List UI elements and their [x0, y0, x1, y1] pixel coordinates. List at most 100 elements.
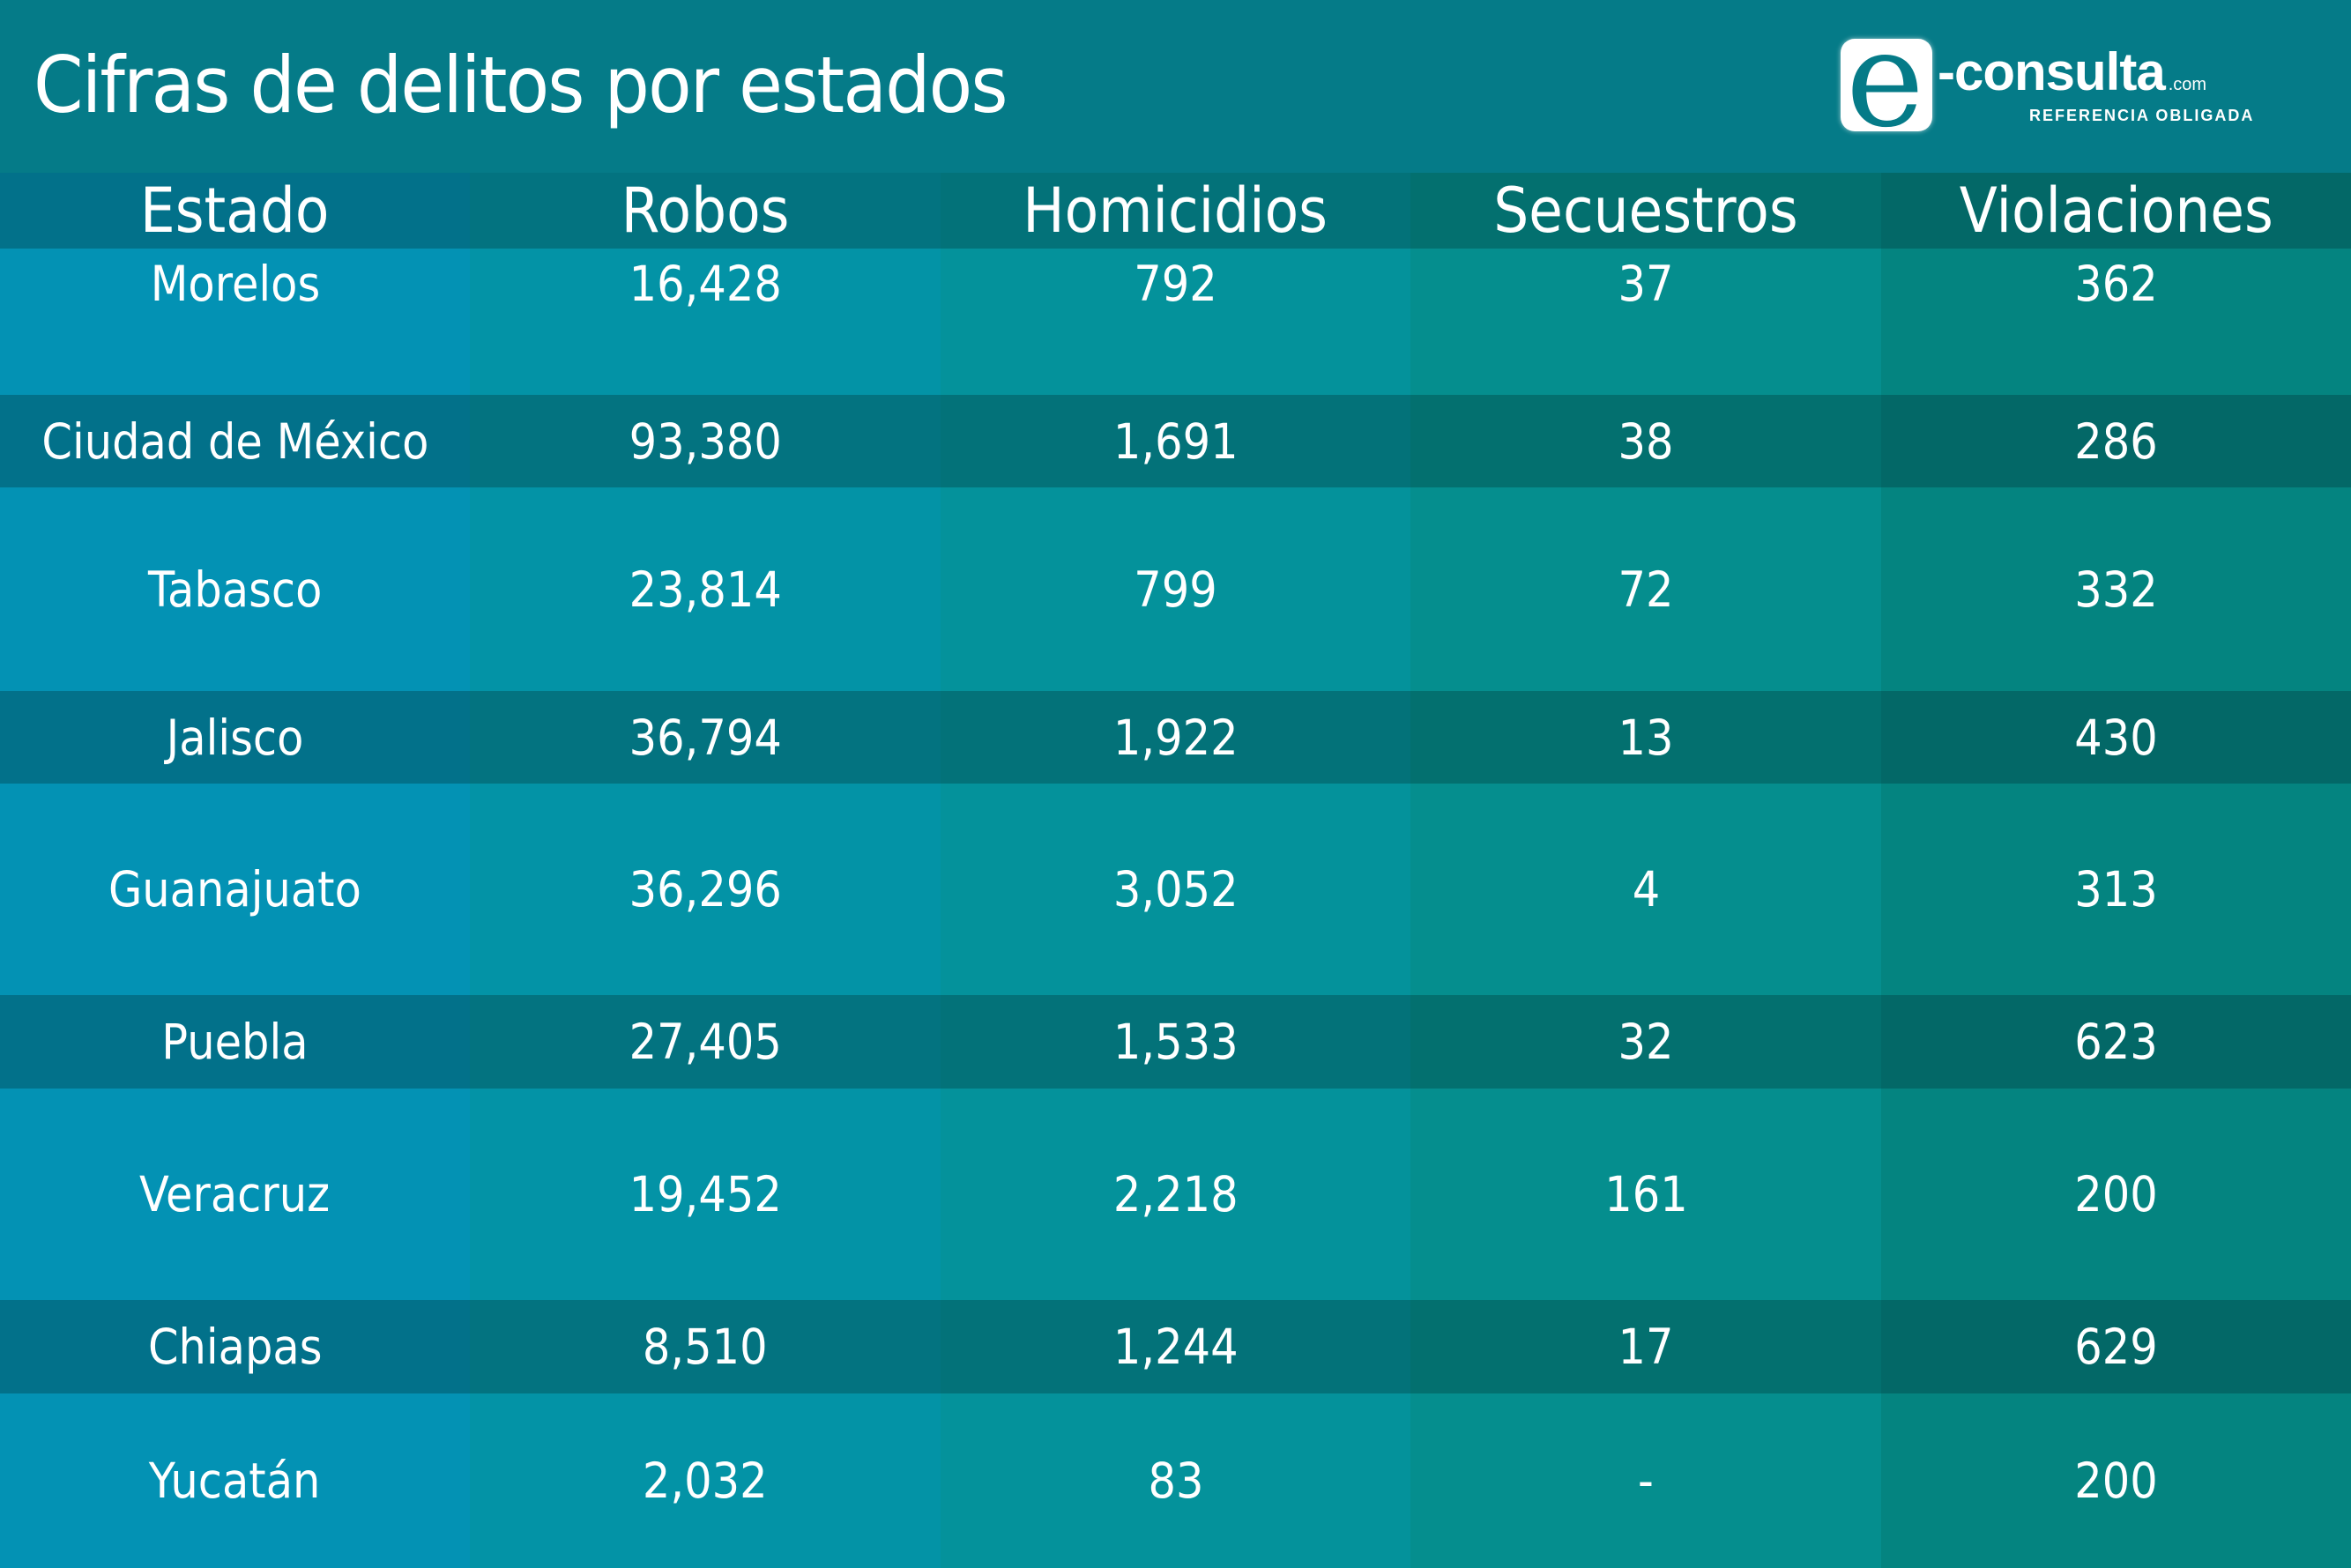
- crime-table: Estado Robos Homicidios Secuestros Viola…: [0, 173, 2351, 1568]
- secuestros-value: 161: [1603, 1166, 1688, 1222]
- cell-estado: Chiapas: [0, 1300, 470, 1393]
- secuestros-value: 13: [1618, 709, 1674, 766]
- cell-secuestros: 38: [1410, 395, 1881, 487]
- violaciones-value: 200: [2074, 1166, 2158, 1222]
- estado-value: Tabasco: [147, 561, 323, 618]
- logo-e-icon: e: [1841, 39, 1932, 131]
- cell-violaciones: 332: [1881, 487, 2351, 691]
- table-body: Morelos 16,428 792 37 362 Ciudad de México 93,…: [0, 249, 2351, 1568]
- logo-wordmark: -consulta: [1938, 42, 2166, 101]
- robos-value: 93,380: [629, 412, 782, 470]
- secuestros-value: 72: [1618, 561, 1674, 618]
- violaciones-value: 313: [2074, 861, 2158, 918]
- cell-violaciones: 200: [1881, 1089, 2351, 1300]
- logo-domain-suffix: .com: [2168, 75, 2207, 94]
- cell-robos: 19,452: [470, 1089, 941, 1300]
- cell-robos: 16,428: [470, 249, 941, 395]
- column-header-violaciones: Violaciones: [1881, 173, 2351, 249]
- column-header-label: Homicidios: [1023, 175, 1328, 247]
- estado-value: Chiapas: [147, 1319, 323, 1375]
- secuestros-value: 17: [1618, 1319, 1674, 1375]
- table-row: Veracruz 19,452 2,218 161 200: [0, 1089, 2351, 1300]
- title-banner: Cifras de delitos por estados e -consult…: [0, 0, 2351, 173]
- estado-value: Morelos: [150, 256, 320, 312]
- cell-homicidios: 1,244: [941, 1300, 1410, 1393]
- cell-violaciones: 200: [1881, 1393, 2351, 1568]
- cell-secuestros: 72: [1410, 487, 1881, 691]
- estado-value: Jalisco: [166, 709, 304, 766]
- column-header-label: Robos: [621, 175, 790, 247]
- violaciones-value: 200: [2074, 1453, 2158, 1509]
- secuestros-value: -: [1638, 1453, 1654, 1509]
- cell-estado: Morelos: [0, 249, 470, 395]
- logo-letter: e: [1846, 39, 1924, 131]
- homicidios-value: 83: [1148, 1453, 1203, 1509]
- cell-estado: Yucatán: [0, 1393, 470, 1568]
- cell-homicidios: 792: [941, 249, 1410, 395]
- homicidios-value: 1,533: [1112, 1014, 1239, 1070]
- robos-value: 36,794: [629, 709, 782, 766]
- column-header-label: Estado: [140, 175, 330, 247]
- column-header-robos: Robos: [470, 173, 941, 249]
- column-header-estado: Estado: [0, 173, 470, 249]
- estado-value: Veracruz: [139, 1166, 331, 1222]
- cell-violaciones: 313: [1881, 784, 2351, 995]
- cell-robos: 36,794: [470, 691, 941, 784]
- column-header-label: Secuestros: [1493, 175, 1798, 247]
- violaciones-value: 332: [2074, 561, 2158, 618]
- robos-value: 19,452: [629, 1166, 782, 1222]
- cell-secuestros: 4: [1410, 784, 1881, 995]
- cell-secuestros: 37: [1410, 249, 1881, 395]
- cell-estado: Veracruz: [0, 1089, 470, 1300]
- table-row: Guanajuato 36,296 3,052 4 313: [0, 784, 2351, 995]
- violaciones-value: 430: [2074, 709, 2158, 766]
- homicidios-value: 1,922: [1112, 709, 1239, 766]
- column-header-label: Violaciones: [1959, 175, 2273, 247]
- table-row: Tabasco 23,814 799 72 332: [0, 487, 2351, 691]
- cell-estado: Jalisco: [0, 691, 470, 784]
- table-row: Morelos 16,428 792 37 362: [0, 249, 2351, 395]
- estado-value: Yucatán: [149, 1453, 321, 1509]
- estado-value: Ciudad de México: [41, 412, 429, 470]
- cell-robos: 23,814: [470, 487, 941, 691]
- cell-estado: Ciudad de México: [0, 395, 470, 487]
- table-row: Ciudad de México 93,380 1,691 38 286: [0, 395, 2351, 487]
- logo-tagline: REFERENCIA OBLIGADA: [2029, 107, 2255, 124]
- cell-homicidios: 1,922: [941, 691, 1410, 784]
- cell-secuestros: 13: [1410, 691, 1881, 784]
- cell-robos: 27,405: [470, 995, 941, 1089]
- table-row: Chiapas 8,510 1,244 17 629: [0, 1300, 2351, 1393]
- cell-homicidios: 3,052: [941, 784, 1410, 995]
- robos-value: 27,405: [629, 1014, 782, 1070]
- homicidios-value: 1,244: [1112, 1319, 1239, 1375]
- e-consulta-logo: e -consulta .com REFERENCIA OBLIGADA: [1841, 39, 2334, 136]
- table-row: Jalisco 36,794 1,922 13 430: [0, 691, 2351, 784]
- cell-secuestros: 32: [1410, 995, 1881, 1089]
- estado-value: Puebla: [161, 1014, 309, 1070]
- estado-value: Guanajuato: [108, 861, 361, 918]
- column-header-homicidios: Homicidios: [941, 173, 1410, 249]
- cell-homicidios: 1,691: [941, 395, 1410, 487]
- table-row: Puebla 27,405 1,533 32 623: [0, 995, 2351, 1089]
- cell-robos: 93,380: [470, 395, 941, 487]
- column-header-secuestros: Secuestros: [1410, 173, 1881, 249]
- cell-homicidios: 1,533: [941, 995, 1410, 1089]
- cell-homicidios: 2,218: [941, 1089, 1410, 1300]
- cell-robos: 2,032: [470, 1393, 941, 1568]
- robos-value: 23,814: [629, 561, 782, 618]
- cell-estado: Puebla: [0, 995, 470, 1089]
- logo-wordmark-line: -consulta .com: [1938, 44, 2206, 100]
- cell-violaciones: 286: [1881, 395, 2351, 487]
- cell-estado: Tabasco: [0, 487, 470, 691]
- table-row: Yucatán 2,032 83 - 200: [0, 1393, 2351, 1568]
- cell-secuestros: 17: [1410, 1300, 1881, 1393]
- cell-secuestros: 161: [1410, 1089, 1881, 1300]
- cell-homicidios: 83: [941, 1393, 1410, 1568]
- homicidios-value: 3,052: [1112, 861, 1239, 918]
- robos-value: 8,510: [643, 1319, 768, 1375]
- cell-secuestros: -: [1410, 1393, 1881, 1568]
- cell-robos: 36,296: [470, 784, 941, 995]
- secuestros-value: 37: [1618, 256, 1674, 312]
- violaciones-value: 362: [2074, 256, 2158, 312]
- violaciones-value: 286: [2074, 412, 2158, 470]
